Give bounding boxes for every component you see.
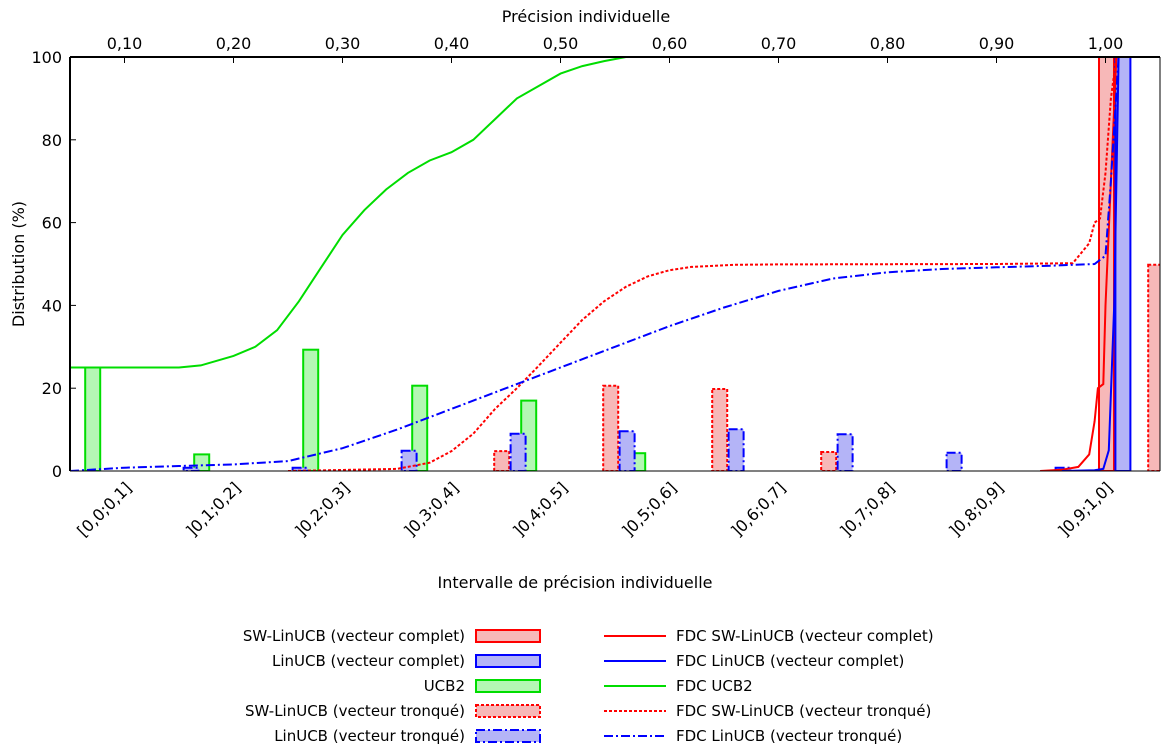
top-tick-label: 0,30 — [325, 34, 361, 53]
bar-4-7 — [945, 451, 963, 471]
bar-2-0 — [84, 366, 102, 471]
y-tick-label: 40 — [42, 296, 62, 315]
cdf-line-0 — [1040, 57, 1118, 471]
legend-label: UCB2 — [424, 677, 465, 695]
bar-4-6 — [836, 433, 854, 471]
top-axis-title: Précision individuelle — [502, 7, 670, 26]
top-tick-label: 0,80 — [870, 34, 906, 53]
legend-label: FDC SW-LinUCB (vecteur tronqué) — [676, 702, 931, 720]
legend: SW-LinUCB (vecteur complet) LinUCB (vecte… — [243, 627, 934, 745]
bar-2-3 — [411, 384, 429, 471]
bar-3-3 — [493, 450, 511, 471]
top-tick-label: 0,90 — [979, 34, 1015, 53]
top-tick-label: 0,40 — [434, 34, 470, 53]
y-tick-label: 60 — [42, 214, 62, 233]
bar-2-2 — [302, 348, 320, 471]
bars — [84, 57, 1171, 471]
legend-label: FDC UCB2 — [676, 677, 753, 695]
x-tick-label: [0,0;0,1] — [73, 478, 135, 540]
x-tick-label: ]0,2;0,3] — [291, 478, 353, 540]
x-tick-label: ]0,5;0,6] — [618, 478, 680, 540]
top-tick-label: 0,10 — [107, 34, 143, 53]
cdf-line-1 — [1061, 57, 1120, 471]
x-axis-title: Intervalle de précision individuelle — [438, 573, 713, 592]
bar-3-5 — [711, 388, 729, 471]
y-axis-title: Distribution (%) — [9, 201, 28, 327]
legend-label: SW-LinUCB (vecteur complet) — [243, 627, 465, 645]
legend-swatch — [475, 629, 541, 643]
x-tick-label: ]0,4;0,5] — [509, 478, 571, 540]
x-tick-label: ]0,1;0,2] — [182, 478, 244, 540]
x-tick-label: ]0,6;0,7] — [727, 478, 789, 540]
legend-swatch — [475, 729, 541, 743]
x-tick-label: ]0,3;0,4] — [400, 478, 462, 540]
bar-3-9 — [1147, 263, 1160, 471]
top-tick-label: 0,70 — [761, 34, 797, 53]
legend-label: LinUCB (vecteur tronqué) — [274, 727, 465, 745]
legend-label: FDC LinUCB (vecteur tronqué) — [676, 727, 902, 745]
y-tick-label: 80 — [42, 131, 62, 150]
legend-label: LinUCB (vecteur complet) — [272, 652, 465, 670]
cdf-line-2 — [70, 57, 670, 369]
legend-label: SW-LinUCB (vecteur tronqué) — [245, 702, 465, 720]
cdf-line-4 — [70, 57, 1120, 471]
top-tick-label: 0,60 — [652, 34, 688, 53]
legend-swatch — [475, 704, 541, 718]
cdf-line-3 — [287, 57, 1118, 471]
cdf-lines — [70, 57, 1120, 471]
bar-4-1 — [291, 466, 309, 471]
bar-3-4 — [602, 384, 620, 471]
bar-4-9 — [1165, 263, 1171, 471]
bar-4-5 — [727, 428, 745, 471]
legend-label: FDC SW-LinUCB (vecteur complet) — [676, 627, 934, 645]
bar-4-4 — [618, 430, 636, 471]
legend-swatch — [475, 654, 541, 668]
legend-label: FDC LinUCB (vecteur complet) — [676, 652, 904, 670]
x-tick-label: ]0,8;0,9] — [945, 478, 1007, 540]
bar-3-6 — [820, 451, 838, 471]
top-tick-label: 1,00 — [1088, 34, 1124, 53]
legend-swatch — [475, 679, 541, 693]
bar-4-0 — [182, 466, 200, 471]
x-tick-label: ]0,7;0,8] — [836, 478, 898, 540]
bar-4-3 — [509, 432, 527, 471]
x-tick-label: ]0,9;1,0] — [1054, 478, 1116, 540]
y-tick-label: 0 — [52, 462, 62, 481]
y-tick-label: 100 — [31, 48, 62, 67]
top-tick-label: 0,50 — [543, 34, 579, 53]
y-tick-label: 20 — [42, 379, 62, 398]
top-tick-label: 0,20 — [216, 34, 252, 53]
